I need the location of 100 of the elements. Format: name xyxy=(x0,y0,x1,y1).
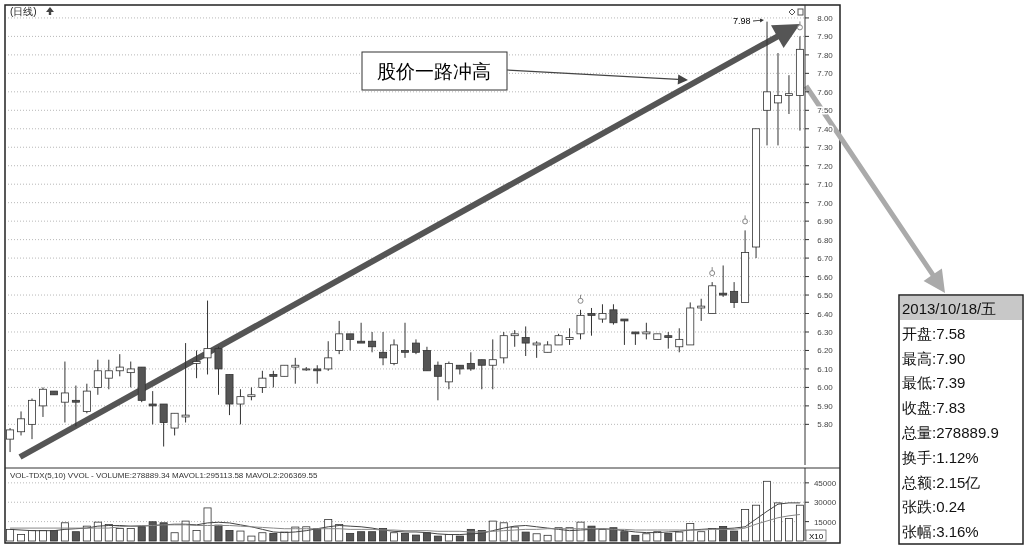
y-tick-label: 7.90 xyxy=(817,32,834,42)
y-tick-label: 6.40 xyxy=(817,309,834,319)
text: 2013/10/18/五 xyxy=(902,300,997,317)
candlestick xyxy=(675,327,684,353)
bar xyxy=(390,532,398,542)
bar xyxy=(730,530,739,542)
y-tick-label: 6.60 xyxy=(817,272,834,282)
candlestick xyxy=(17,410,25,436)
candlestick xyxy=(477,359,486,390)
y-tick-label: 6.90 xyxy=(817,217,834,227)
candlestick xyxy=(390,338,398,366)
candlestick xyxy=(126,361,135,388)
bar xyxy=(137,526,146,542)
bar xyxy=(225,530,234,542)
candlestick xyxy=(71,385,80,427)
bar xyxy=(488,520,497,542)
candlestick xyxy=(82,383,91,414)
y-tick-label: 6.20 xyxy=(817,346,834,356)
candlestick xyxy=(422,346,431,372)
candlestick xyxy=(466,351,475,372)
candlestick xyxy=(521,325,530,357)
y-tick-label: 8.00 xyxy=(817,13,834,23)
bar xyxy=(170,532,179,542)
bar xyxy=(236,530,245,542)
bar xyxy=(763,480,771,542)
candlestick xyxy=(170,412,179,436)
candlestick xyxy=(159,403,168,448)
chart-title: (日线) xyxy=(10,6,37,17)
y-tick-label: 6.80 xyxy=(817,235,834,245)
candlestick xyxy=(719,264,728,298)
text: 张幅:3.16% xyxy=(902,523,979,541)
y-tick-label: 6.70 xyxy=(817,254,834,264)
bar xyxy=(203,507,212,542)
candlestick xyxy=(346,333,355,351)
bar xyxy=(422,532,431,542)
bar xyxy=(269,532,278,542)
candlestick xyxy=(203,300,212,375)
candlestick xyxy=(148,390,157,425)
candlestick xyxy=(104,359,113,390)
candlestick xyxy=(93,359,102,396)
y-tick-label: 15000 xyxy=(813,517,837,527)
candlestick xyxy=(401,322,409,359)
candlestick xyxy=(620,318,629,346)
bar xyxy=(532,533,541,542)
candlestick xyxy=(368,331,377,353)
bar xyxy=(609,527,618,542)
y-tick-label: 7.30 xyxy=(817,143,834,153)
y-tick-label: 6.50 xyxy=(817,291,834,301)
bar xyxy=(598,528,607,542)
bar xyxy=(412,534,420,542)
candlestick xyxy=(291,357,300,385)
bar xyxy=(71,531,80,542)
y-tick-label: 7.60 xyxy=(817,87,834,97)
candlestick xyxy=(60,361,69,424)
bar xyxy=(192,530,201,542)
bar xyxy=(258,532,267,542)
y-tick-label: 7.50 xyxy=(817,106,834,116)
bar xyxy=(543,534,552,542)
candlestick xyxy=(258,370,267,394)
bar xyxy=(631,534,640,542)
y-tick-label: 7.70 xyxy=(817,69,834,79)
line-series xyxy=(9,514,801,533)
y-tick-label: 5.90 xyxy=(817,401,834,411)
bar xyxy=(752,504,761,542)
bar xyxy=(741,509,750,542)
bar xyxy=(653,531,662,542)
bar xyxy=(620,531,629,542)
bar xyxy=(148,521,157,542)
y-tick-label: 7.40 xyxy=(817,124,834,134)
bar xyxy=(28,530,36,542)
bar xyxy=(774,502,782,542)
candlestick xyxy=(785,74,793,115)
candlestick xyxy=(357,322,366,344)
bar xyxy=(346,532,355,542)
candlestick xyxy=(697,298,706,322)
candlestick xyxy=(324,340,333,372)
bar xyxy=(664,532,673,542)
candlestick xyxy=(488,338,497,390)
text: X10 xyxy=(808,531,824,541)
y-tick-label: 7.10 xyxy=(817,180,834,190)
candlestick xyxy=(379,331,388,366)
y-tick-label: 45000 xyxy=(813,478,837,488)
candlestick xyxy=(587,307,596,337)
bar xyxy=(126,528,135,542)
candlestick xyxy=(192,349,201,379)
candlestick xyxy=(730,281,739,309)
text: 开盘:7.58 xyxy=(902,324,966,342)
bar xyxy=(49,530,58,542)
candlestick xyxy=(444,361,453,390)
annotation: 股价一路冲高 xyxy=(377,61,491,82)
candlestick xyxy=(576,309,585,340)
candlestick xyxy=(39,386,47,418)
bar xyxy=(214,524,223,542)
candlestick xyxy=(214,346,223,396)
text: 换手:1.12% xyxy=(902,448,979,466)
candlestick xyxy=(181,342,190,424)
text: 张跌:0.24 xyxy=(902,498,966,516)
y-tick-label: 6.10 xyxy=(817,364,834,374)
bar xyxy=(697,531,706,542)
candlestick xyxy=(774,52,782,146)
